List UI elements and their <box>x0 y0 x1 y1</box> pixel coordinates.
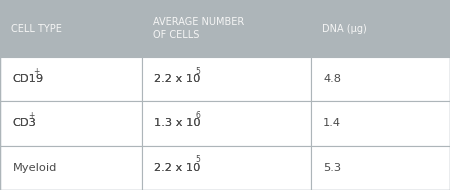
Text: 5.3: 5.3 <box>323 163 341 173</box>
Bar <box>142 0 310 57</box>
Bar <box>310 0 450 57</box>
Bar <box>0 146 142 190</box>
Text: 2.2 x 10: 2.2 x 10 <box>154 74 201 84</box>
Bar <box>142 146 310 190</box>
Text: CELL TYPE: CELL TYPE <box>11 24 62 33</box>
Text: 2.2 x 10: 2.2 x 10 <box>154 74 201 84</box>
Text: CD3: CD3 <box>13 119 36 128</box>
Text: +: + <box>33 67 40 76</box>
Text: AVERAGE NUMBER
OF CELLS: AVERAGE NUMBER OF CELLS <box>153 17 244 40</box>
Text: 1.4: 1.4 <box>323 119 341 128</box>
Text: CD3: CD3 <box>13 119 36 128</box>
Text: 4.8: 4.8 <box>323 74 341 84</box>
Text: 6: 6 <box>196 111 201 120</box>
Text: +: + <box>28 111 35 120</box>
Bar <box>0 57 142 101</box>
Bar <box>142 101 310 146</box>
Text: CD19: CD19 <box>13 74 44 84</box>
Text: Myeloid: Myeloid <box>13 163 57 173</box>
Text: 1.3 x 10: 1.3 x 10 <box>154 119 201 128</box>
Bar <box>310 57 450 101</box>
Text: DNA (µg): DNA (µg) <box>322 24 366 33</box>
Text: 2.2 x 10: 2.2 x 10 <box>154 163 201 173</box>
Text: 1.3 x 10: 1.3 x 10 <box>154 119 201 128</box>
Text: CD19: CD19 <box>13 74 44 84</box>
Text: 2.2 x 10: 2.2 x 10 <box>154 163 201 173</box>
Bar <box>142 57 310 101</box>
Bar <box>0 101 142 146</box>
Bar <box>310 101 450 146</box>
Text: 5: 5 <box>196 67 201 76</box>
Bar <box>0 0 142 57</box>
Text: 5: 5 <box>196 155 201 164</box>
Bar <box>310 146 450 190</box>
